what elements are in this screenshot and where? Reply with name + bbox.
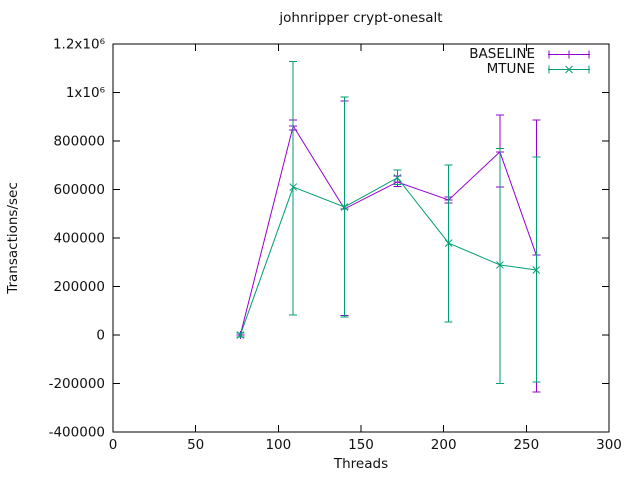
y-tick-label: -200000 [49,376,105,392]
data-point-marker [289,183,298,191]
data-point-marker [340,203,349,211]
x-tick-label: 250 [513,437,539,453]
x-tick-label: 200 [431,437,457,453]
x-tick-label: 150 [348,437,374,453]
legend-sample-mtune [548,65,590,74]
x-tick-label: 0 [109,437,118,453]
y-tick-label: 200000 [53,279,105,295]
series-mtune [236,61,541,384]
data-point-marker [393,174,402,182]
y-ticks: -400000 -200000 0 200000 400000 600000 800000 1… [49,37,609,441]
y-axis-title: Transactions/sec [5,182,21,294]
x-tick-label: 100 [265,437,291,453]
y-tick-label: -400000 [49,425,105,441]
x-ticks: 0 50 100 150 200 250 300 [109,44,622,453]
data-point-marker [532,266,541,274]
legend-row-baseline: BASELINE [469,47,592,62]
legend-label-baseline: BASELINE [469,46,535,62]
x-axis-title: Threads [333,456,389,472]
legend-sample-baseline [548,50,590,59]
legend-row-mtune: MTUNE [469,62,592,77]
x-tick-label: 50 [187,437,204,453]
series-line [239,124,537,336]
plot-border [112,43,610,433]
legend-label-mtune: MTUNE [486,61,535,77]
error-bar [495,147,504,384]
chart-title: johnripper crypt-onesalt [279,10,443,26]
y-tick-label: 1.2x10⁶ [53,37,105,53]
y-tick-label: 400000 [53,231,105,247]
series-line [239,177,537,336]
y-tick-label: 1x10⁶ [66,85,105,101]
y-tick-label: 600000 [53,182,105,198]
data-point-marker [496,261,504,269]
y-tick-label: 800000 [53,134,105,150]
legend: BASELINE MTUNE [469,47,592,77]
axes: 0 50 100 150 200 250 300 -400000 -200000 0 200000 4… [49,37,622,454]
data-point-marker [236,331,245,339]
x-tick-label: 300 [596,437,622,453]
data-point-marker [444,239,453,247]
series-baseline [236,100,541,393]
y-tick-label: 0 [96,328,105,344]
